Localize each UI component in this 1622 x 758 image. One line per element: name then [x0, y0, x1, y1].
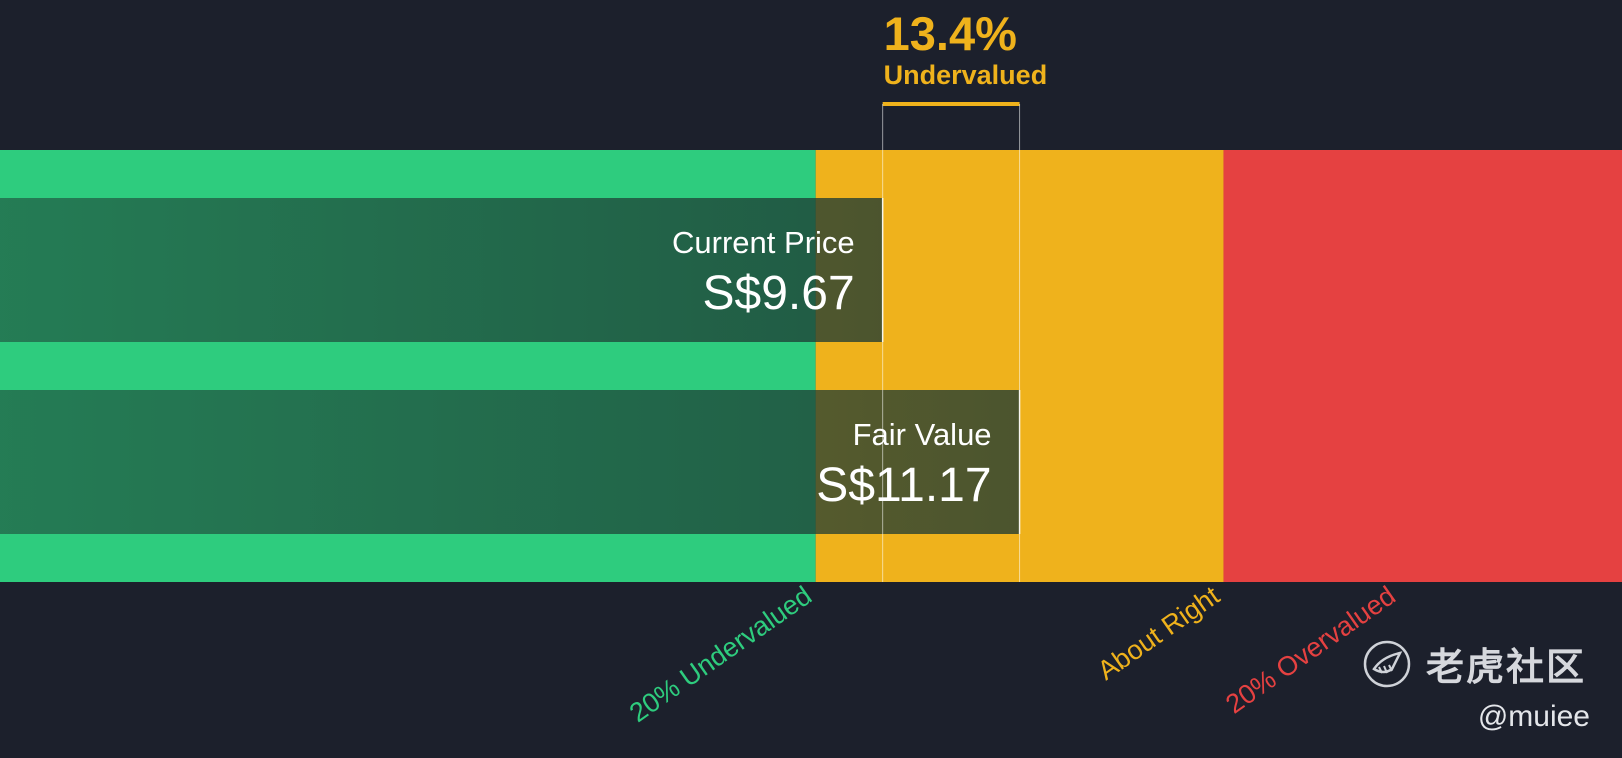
difference-percent: 13.4% — [884, 7, 1017, 60]
difference-bracket — [882, 102, 1021, 582]
bar-value-label: S$9.67 — [703, 267, 855, 320]
bar-value-label: S$11.17 — [816, 459, 991, 512]
tiger-logo-icon — [1363, 640, 1411, 687]
label-about-right: About Right — [1092, 580, 1225, 686]
bar-rect — [0, 198, 883, 342]
author-handle: @muiee — [1477, 700, 1590, 733]
bar-current-price: Current Price S$9.67 — [0, 198, 884, 342]
verdict-label: Undervalued — [884, 60, 1048, 90]
bar-rect — [0, 390, 1020, 534]
bar-name-label: Fair Value — [853, 417, 992, 452]
watermark: 老虎社区 — [1362, 636, 1586, 691]
label-20-undervalued: 20% Undervalued — [624, 580, 817, 728]
bar-fair-value: Fair Value S$11.17 — [0, 390, 1021, 534]
brand-name: 老虎社区 — [1425, 645, 1586, 689]
bar-name-label: Current Price — [672, 225, 855, 260]
zone-overvalued — [1223, 150, 1622, 582]
